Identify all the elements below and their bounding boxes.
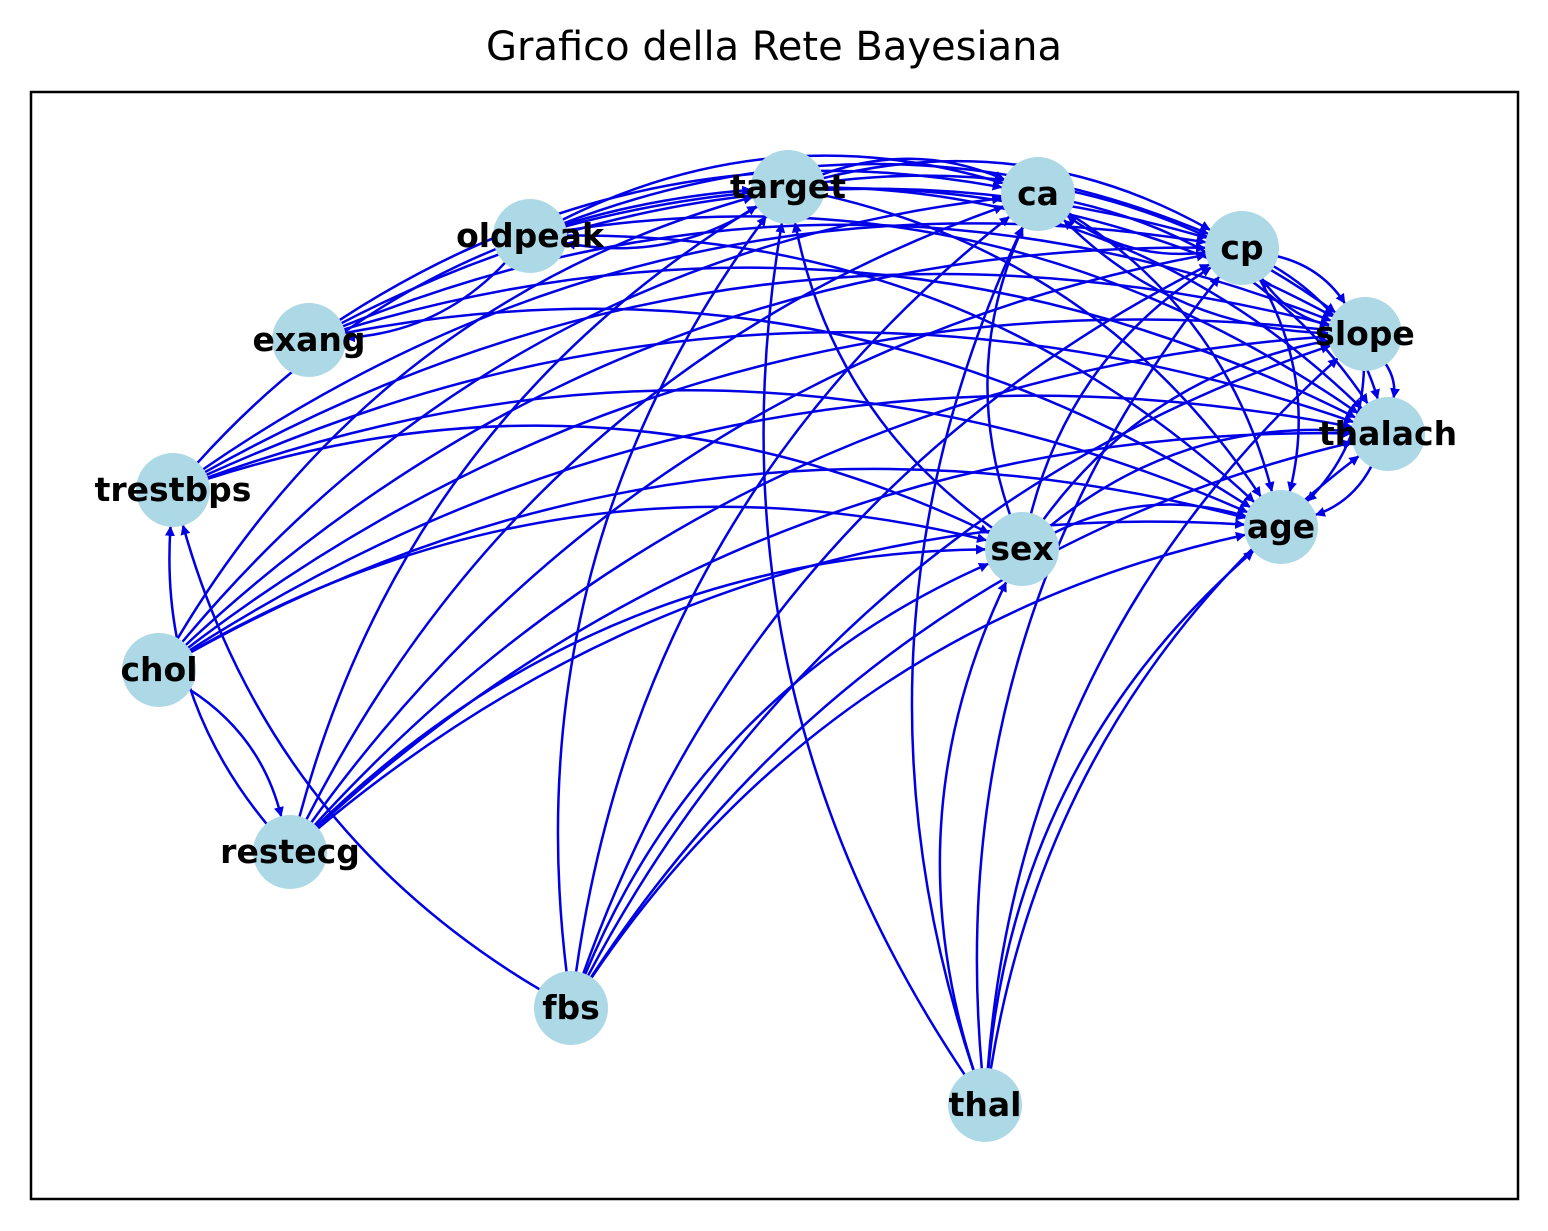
edge-sex-to-cp <box>1029 266 1212 516</box>
edge-chol-to-restecg <box>188 687 284 818</box>
node-exang: exang <box>252 303 366 377</box>
edge-exang-to-slope <box>341 223 1332 328</box>
node-fbs: fbs <box>534 971 608 1045</box>
node-thal-label: thal <box>949 1085 1022 1124</box>
edge-oldpeak-to-exang <box>344 260 507 343</box>
edge-sex-to-ca <box>986 226 1024 517</box>
edge-trestbps-to-age <box>205 389 1249 514</box>
node-restecg-circle <box>253 815 327 889</box>
edge-chol-to-sex <box>188 505 988 654</box>
node-cp: cp <box>1205 211 1279 285</box>
node-cp-circle <box>1205 211 1279 285</box>
node-slope: slope <box>1315 297 1415 371</box>
edge-chol-to-slope <box>186 318 1330 650</box>
node-target: target <box>730 150 846 224</box>
edge-ca-to-age <box>1067 211 1275 493</box>
node-exang-label: exang <box>252 320 365 359</box>
node-thalach-circle <box>1351 397 1425 471</box>
edge-oldpeak-to-age <box>565 234 1255 503</box>
node-ca: ca <box>1001 157 1075 231</box>
edge-chol-to-ca <box>180 194 1003 644</box>
edge-target-to-age <box>822 193 1262 498</box>
edge-restecg-to-slope <box>312 332 1330 827</box>
node-sex-label: sex <box>990 529 1053 568</box>
node-oldpeak: oldpeak <box>456 199 605 273</box>
edge-restecg-to-thalach <box>315 428 1352 830</box>
edge-restecg-to-age <box>316 519 1246 831</box>
node-chol: chol <box>120 633 198 707</box>
edge-fbs-to-sex <box>583 562 990 977</box>
node-trestbps: trestbps <box>95 453 252 527</box>
edge-layer <box>164 154 1401 1077</box>
edge-target-to-thalach <box>823 186 1363 410</box>
edge-restecg-to-ca <box>304 204 1005 822</box>
edge-sex-to-thalach <box>1048 425 1353 528</box>
plot-frame <box>29 90 1520 1201</box>
node-exang-circle <box>272 303 346 377</box>
edge-fbs-to-cp <box>581 263 1210 976</box>
node-sex: sex <box>985 512 1059 586</box>
edge-fbs-to-slope <box>586 343 1331 978</box>
node-age-circle <box>1244 490 1318 564</box>
edge-trestbps-to-slope <box>203 272 1331 474</box>
node-chol-circle <box>122 633 196 707</box>
edge-exang-to-ca <box>337 169 1003 322</box>
node-trestbps-label: trestbps <box>95 470 252 509</box>
edge-trestbps-to-target <box>195 185 753 465</box>
node-oldpeak-circle <box>493 199 567 273</box>
node-target-circle <box>751 150 825 224</box>
node-fbs-circle <box>534 971 608 1045</box>
edge-thal-to-target <box>762 222 967 1077</box>
node-ca-circle <box>1001 157 1075 231</box>
edge-thal-to-cp <box>975 276 1220 1071</box>
edge-thal-to-age <box>987 550 1254 1071</box>
node-fbs-label: fbs <box>542 988 600 1027</box>
edge-cp-to-age <box>1258 277 1300 493</box>
edge-restecg-to-target <box>297 205 758 819</box>
edge-thal-to-sex <box>938 581 1008 1072</box>
node-oldpeak-label: oldpeak <box>456 216 605 255</box>
edge-chol-to-target <box>175 194 754 641</box>
edge-thalach-to-age <box>1314 464 1374 517</box>
edge-restecg-to-cp <box>309 251 1207 825</box>
chart-title: Grafico della Rete Bayesiana <box>486 24 1062 70</box>
edge-fbs-to-thalach <box>589 439 1353 980</box>
node-thalach: thalach <box>1319 397 1457 471</box>
edge-fbs-to-trestbps <box>180 524 542 992</box>
edge-slope-to-thalach <box>1383 362 1401 399</box>
edge-fbs-to-age <box>589 531 1246 980</box>
node-slope-circle <box>1328 297 1402 371</box>
node-ca-label: ca <box>1017 174 1059 213</box>
node-cp-label: cp <box>1220 228 1263 267</box>
node-layer: target ca oldpeak cp exang slope thalach trestb… <box>95 150 1457 1142</box>
edge-trestbps-to-thalach <box>204 331 1355 477</box>
node-trestbps-circle <box>136 453 210 527</box>
node-restecg-label: restecg <box>220 832 360 871</box>
edge-slope-to-ca <box>1063 219 1330 335</box>
edge-sex-to-age <box>1052 503 1247 535</box>
edge-oldpeak-to-cp <box>562 162 1209 235</box>
node-sex-circle <box>985 512 1059 586</box>
edge-thal-to-ca <box>910 226 1024 1073</box>
node-target-label: target <box>730 167 846 206</box>
edge-fbs-to-ca <box>574 216 1010 974</box>
node-age-label: age <box>1247 507 1315 546</box>
edge-chol-to-thalach <box>187 394 1353 653</box>
edge-exang-to-thalach <box>342 266 1356 419</box>
edge-restecg-to-sex <box>314 544 986 829</box>
edge-cp-to-slope <box>1275 254 1346 304</box>
edge-chol-to-cp <box>183 242 1206 647</box>
edge-thal-to-slope <box>986 357 1339 1071</box>
node-thal: thal <box>948 1068 1022 1142</box>
node-chol-label: chol <box>120 650 197 689</box>
edge-exang-to-age <box>343 307 1251 509</box>
node-restecg: restecg <box>220 815 360 889</box>
node-slope-label: slope <box>1315 314 1415 353</box>
edge-sex-to-target <box>791 222 995 530</box>
edge-fbs-to-target <box>556 215 767 974</box>
node-thalach-label: thalach <box>1319 414 1457 453</box>
node-age: age <box>1244 490 1318 564</box>
node-thal-circle <box>948 1068 1022 1142</box>
